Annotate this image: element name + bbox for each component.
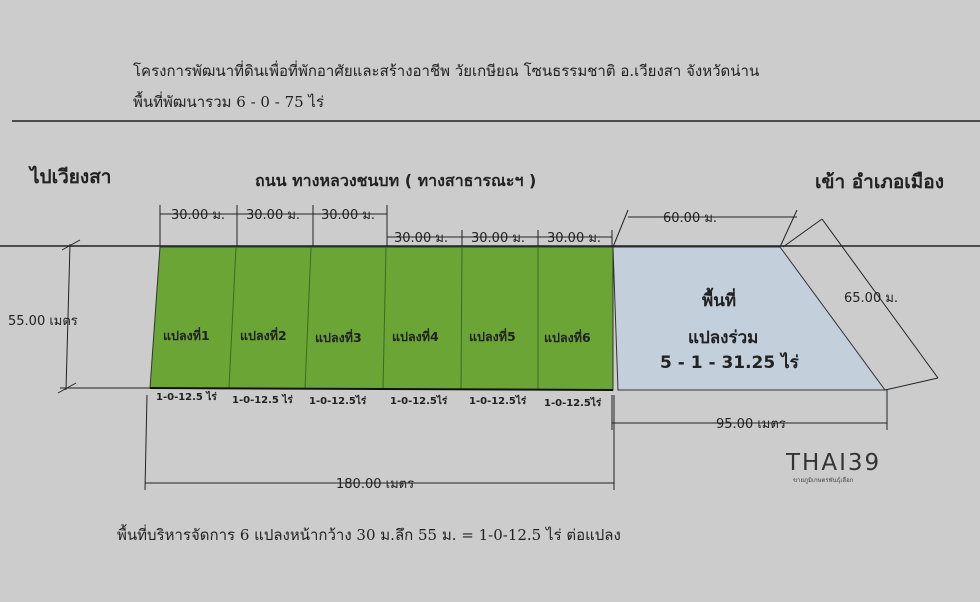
plot-4-area: 1-0-12.5ไร่ — [390, 394, 448, 407]
dim-common-front: 60.00 ม. — [663, 211, 717, 226]
plot-4-label[interactable]: แปลงที่4 — [392, 328, 439, 344]
dim-plot-1-width: 30.00 ม. — [171, 208, 225, 223]
dim-plot-5-width: 30.00 ม. — [471, 231, 525, 246]
dim-common-side: 65.00 ม. — [844, 291, 898, 306]
total-area: พื้นที่พัฒนารวม 6 - 0 - 75 ไร่ — [133, 91, 324, 111]
common-area-subtitle: แปลงร่วม — [688, 328, 758, 348]
plot-1-label[interactable]: แปลงที่1 — [163, 327, 210, 343]
dim-total: 180.00 เมตร — [336, 477, 414, 492]
dim-plot-4-width: 30.00 ม. — [394, 231, 448, 246]
dim-plot-3-width: 30.00 ม. — [321, 208, 375, 223]
right-direction: เข้า อำเภอเมือง — [815, 171, 944, 193]
project-title: โครงการพัฒนาที่ดินเพื่อที่พักอาศัยและสร้… — [133, 60, 759, 80]
common-area-size: 5 - 1 - 31.25 ไร่ — [660, 352, 800, 373]
plot-5-area: 1-0-12.5ไร่ — [469, 394, 527, 407]
plot-3-area: 1-0-12.5ไร่ — [309, 394, 367, 407]
plot-6-area: 1-0-12.5ไร่ — [544, 396, 602, 409]
footer-note: พื้นที่บริหารจัดการ 6 แปลงหน้ากว้าง 30 ม… — [117, 524, 621, 544]
plots-bottom-edge — [149, 387, 614, 391]
plot-2-label[interactable]: แปลงที่2 — [240, 327, 287, 343]
plot-5-label[interactable]: แปลงที่5 — [469, 328, 516, 344]
plot-dividers — [228, 246, 539, 390]
dim-common-back: 95.00 เมตร — [716, 417, 786, 432]
left-direction: ไปเวียงสา — [28, 165, 111, 188]
dim-depth: 55.00 เมตร — [8, 314, 78, 329]
thai39-logo: THAI39 — [785, 450, 881, 476]
plot-2-area: 1-0-12.5 ไร่ — [232, 393, 293, 406]
plot-1-area: 1-0-12.5 ไร่ — [156, 390, 217, 403]
dim-plot-6-width: 30.00 ม. — [547, 231, 601, 246]
plot-3-label[interactable]: แปลงที่3 — [315, 329, 362, 345]
plots-area — [149, 246, 614, 391]
dimension-lines — [57, 205, 939, 491]
plot-6-label[interactable]: แปลงที่6 — [544, 329, 591, 345]
dim-plot-2-width: 30.00 ม. — [246, 208, 300, 223]
road-name: ถนน ทางหลวงชนบท ( ทางสาธารณะฯ ) — [255, 171, 536, 190]
thai39-tagline: ขายภูมิเกษตรพันธุ์เลือก — [793, 476, 854, 484]
common-area-title: พื้นที่ — [702, 287, 736, 311]
